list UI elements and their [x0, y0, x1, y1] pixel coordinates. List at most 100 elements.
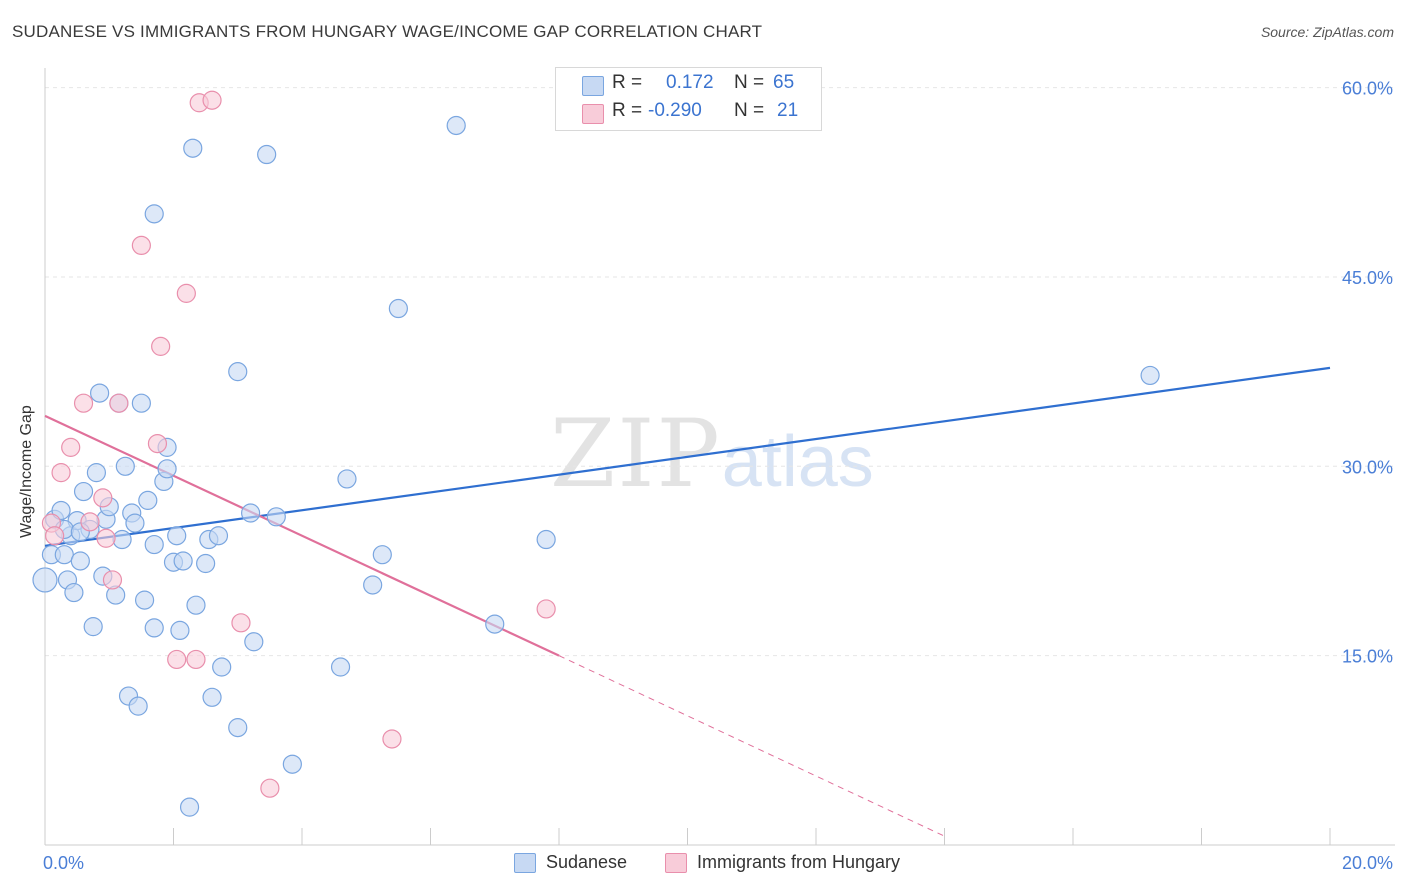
stats-row-hungary: R = -0.290 N = 21	[556, 100, 821, 128]
sudanese-point	[179, 797, 200, 817]
sudanese-point	[54, 545, 74, 565]
hungary-point	[231, 613, 251, 633]
hungary-point	[102, 570, 123, 590]
sudanese-point	[173, 551, 193, 571]
sudanese-point	[157, 459, 177, 479]
hungary-point	[131, 235, 151, 256]
sudanese-point	[363, 575, 383, 595]
hungary-point	[147, 433, 168, 454]
y-tick-label: 15.0%	[1342, 647, 1393, 667]
sudanese-point	[372, 545, 392, 565]
n-label: N =	[734, 72, 765, 93]
sudanese-point	[446, 115, 466, 136]
sudanese-point	[73, 481, 94, 502]
sudanese-point	[128, 696, 148, 716]
hungary-point	[45, 526, 65, 546]
sudanese-point	[244, 632, 264, 652]
sudanese-point	[115, 456, 135, 476]
sudanese-point	[196, 553, 216, 574]
y-tick-label: 45.0%	[1342, 268, 1393, 288]
sudanese-point	[186, 595, 206, 615]
sudanese-point	[125, 513, 145, 533]
sudanese-point	[388, 298, 408, 319]
sudanese-point	[208, 526, 229, 546]
hungary-point	[186, 649, 206, 670]
r-value: 0.172	[666, 72, 714, 93]
source-label: Source: ZipAtlas.com	[1260, 24, 1394, 40]
sudanese-point	[228, 362, 248, 382]
hungary-point	[93, 488, 113, 508]
sudanese-point	[183, 138, 203, 158]
sudanese-point	[138, 490, 158, 510]
hungary-point	[536, 599, 556, 619]
sudanese-point	[266, 507, 286, 527]
r-label: R =	[612, 100, 643, 121]
axes	[44, 68, 1395, 846]
legend-swatch-blue	[514, 853, 536, 873]
sudanese-point	[241, 503, 261, 523]
y-tick-label: 60.0%	[1342, 79, 1393, 99]
sudanese-point	[131, 393, 151, 413]
sudanese-point	[144, 618, 164, 638]
sudanese-point	[330, 657, 351, 677]
x-tick-label: 0.0%	[43, 853, 84, 873]
sudanese-point	[144, 534, 164, 555]
legend-swatch-pink	[665, 853, 687, 873]
sudanese-point	[536, 529, 556, 550]
sudanese-point	[170, 620, 190, 641]
n-value: 65	[773, 72, 795, 93]
hungary-point	[51, 463, 71, 483]
sudanese-point	[485, 614, 505, 634]
stats-box: R = 0.172 N = 65 R = -0.290 N = 21	[555, 67, 822, 131]
sudanese-point	[32, 567, 58, 593]
n-value: 21	[777, 100, 799, 121]
sudanese-point	[134, 590, 155, 610]
sudanese-point	[86, 463, 107, 483]
trend-lines	[44, 366, 1331, 837]
hungary-point	[202, 90, 222, 110]
stats-row-sudanese: R = 0.172 N = 65	[556, 72, 821, 100]
hungary-point	[109, 393, 129, 413]
hungary-point	[73, 393, 94, 413]
sudanese-point	[112, 529, 132, 550]
sudanese-point	[51, 500, 71, 521]
tick-labels: 15.0% 30.0% 45.0% 60.0% 0.0% 20.0%	[43, 79, 1393, 873]
x-tick-label: 20.0%	[1342, 853, 1393, 873]
sudanese-point	[212, 657, 232, 677]
hungary-point	[167, 649, 187, 670]
hungary-point	[80, 512, 100, 532]
hungary-trend-line	[44, 414, 560, 657]
legend-label: Sudanese	[546, 852, 628, 872]
r-label: R =	[612, 72, 643, 93]
sudanese-point	[282, 754, 302, 774]
n-label: N =	[734, 100, 765, 121]
sudanese-point	[90, 383, 110, 403]
hungary-point	[382, 729, 402, 749]
hungary-trend-extension	[558, 655, 945, 837]
hungary-point	[61, 437, 81, 457]
stats-swatch-pink	[582, 104, 604, 124]
watermark-zip: ZIP	[550, 400, 722, 509]
chart-title: SUDANESE VS IMMIGRANTS FROM HUNGARY WAGE…	[12, 22, 763, 41]
y-tick-label: 30.0%	[1342, 457, 1393, 477]
sudanese-point	[144, 204, 164, 224]
sudanese-point	[64, 582, 84, 603]
sudanese-point	[202, 687, 222, 707]
sudanese-point	[167, 526, 187, 546]
stats-swatch-blue	[582, 76, 604, 96]
hungary-point	[260, 778, 280, 798]
sudanese-trend-line	[44, 366, 1331, 547]
sudanese-point	[1140, 365, 1160, 386]
hungary-point	[96, 528, 116, 548]
hungary-point	[176, 283, 196, 303]
legend: Sudanese Immigrants from Hungary	[0, 852, 1406, 878]
legend-label: Immigrants from Hungary	[697, 852, 901, 872]
data-points	[32, 90, 1160, 817]
sudanese-point	[70, 551, 90, 571]
sudanese-point	[257, 144, 277, 165]
sudanese-point	[228, 718, 248, 738]
hungary-point	[151, 336, 171, 356]
r-value: -0.290	[648, 100, 702, 121]
gridlines	[45, 87, 1395, 657]
